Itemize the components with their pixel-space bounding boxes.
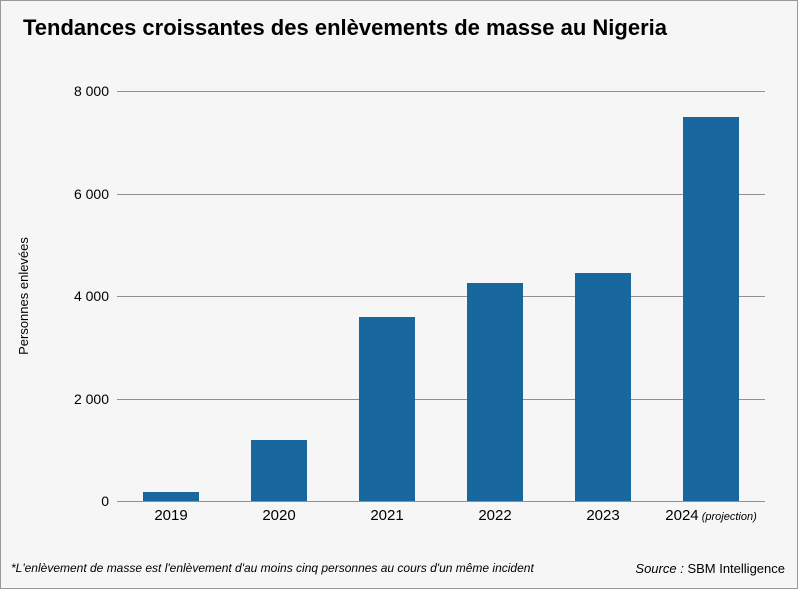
- y-axis-title: Personnes enlevées: [16, 237, 31, 355]
- bar: [575, 273, 631, 501]
- y-tick-label: 8 000: [59, 83, 109, 99]
- x-tick-year: 2019: [154, 507, 187, 524]
- bar: [251, 440, 307, 502]
- x-tick-label: 2020: [262, 507, 295, 524]
- x-tick-label: 2023: [586, 507, 619, 524]
- footnote-text: *L'enlèvement de masse est l'enlèvement …: [11, 561, 534, 575]
- gridline: [117, 399, 765, 400]
- bar: [467, 283, 523, 501]
- x-tick-year: 2022: [478, 507, 511, 524]
- y-tick-label: 2 000: [59, 391, 109, 407]
- x-tick-label: 2021: [370, 507, 403, 524]
- gridline: [117, 501, 765, 502]
- y-tick-label: 0: [59, 493, 109, 509]
- y-tick-label: 6 000: [59, 186, 109, 202]
- bar: [143, 492, 199, 501]
- chart-frame: Tendances croissantes des enlèvements de…: [0, 0, 798, 589]
- gridline: [117, 194, 765, 195]
- x-tick-year: 2024: [665, 507, 698, 524]
- source-value: SBM Intelligence: [687, 561, 785, 576]
- y-tick-label: 4 000: [59, 288, 109, 304]
- source-text: Source : SBM Intelligence: [635, 561, 785, 576]
- x-tick-year: 2023: [586, 507, 619, 524]
- x-tick-suffix: (projection): [699, 511, 757, 523]
- gridline: [117, 91, 765, 92]
- x-tick-label: 2022: [478, 507, 511, 524]
- bar: [683, 117, 739, 501]
- bar: [359, 317, 415, 502]
- chart-title: Tendances croissantes des enlèvements de…: [23, 15, 667, 41]
- x-tick-label: 2024 (projection): [665, 507, 756, 524]
- x-tick-year: 2020: [262, 507, 295, 524]
- plot-area: [117, 91, 765, 501]
- x-tick-label: 2019: [154, 507, 187, 524]
- gridline: [117, 296, 765, 297]
- source-label: Source :: [635, 561, 687, 576]
- x-tick-year: 2021: [370, 507, 403, 524]
